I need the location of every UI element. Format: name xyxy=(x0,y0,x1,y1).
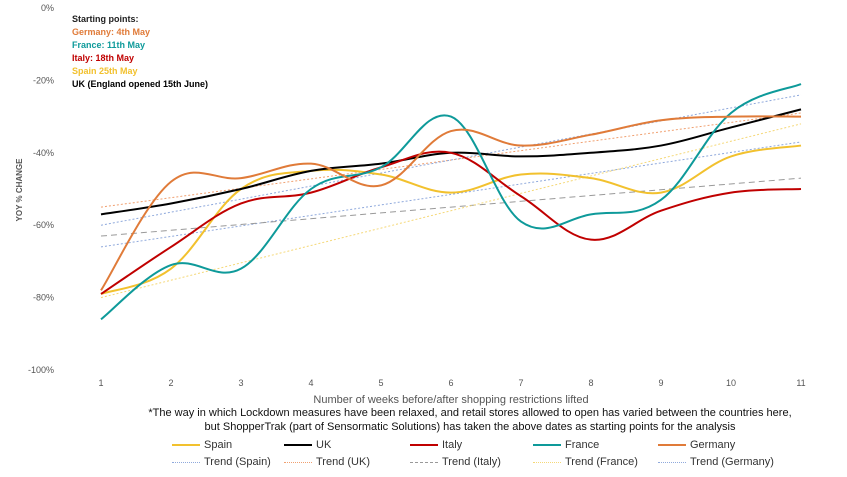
annotation-heading: Starting points: xyxy=(72,14,139,24)
series-line-france xyxy=(100,83,802,321)
x-axis-ticks: 1 2 3 4 5 6 7 8 9 10 11 xyxy=(98,378,805,388)
legend-swatch-italy xyxy=(410,444,438,446)
x-tick-label: 6 xyxy=(448,378,453,388)
annotation-line-spain: Spain 25th May xyxy=(72,66,138,76)
x-tick-label: 2 xyxy=(168,378,173,388)
legend-label-france: France xyxy=(565,439,600,451)
legend-label-trend-uk: Trend (UK) xyxy=(316,456,370,468)
legend-item-trend-uk: Trend (UK) xyxy=(284,456,370,468)
x-tick-label: 3 xyxy=(238,378,243,388)
y-tick-label: -100% xyxy=(28,365,54,375)
legend-swatch-trend-spain xyxy=(172,461,200,463)
legend-swatch-trend-germany xyxy=(658,461,686,463)
x-tick-label: 5 xyxy=(378,378,383,388)
footnote-line-2: but ShopperTrak (part of Sensormatic Sol… xyxy=(204,421,736,433)
starting-points-annotation: Starting points: Germany: 4th May France… xyxy=(72,13,208,91)
trend-line-trend-italy xyxy=(100,177,802,237)
legend-item-france: France xyxy=(533,439,599,451)
y-tick-label: -80% xyxy=(33,293,54,303)
legend-label-italy: Italy xyxy=(442,439,463,451)
annotation-line-italy: Italy: 18th May xyxy=(72,53,135,63)
legend-swatch-trend-france xyxy=(533,461,561,463)
legend-swatch-spain xyxy=(172,444,200,446)
legend-item-trend-spain: Trend (Spain) xyxy=(172,456,271,468)
series-line-uk xyxy=(100,108,802,216)
y-tick-label: -40% xyxy=(33,148,54,158)
legend-label-trend-germany: Trend (Germany) xyxy=(690,456,774,468)
y-tick-label: -60% xyxy=(33,220,54,230)
y-tick-label: -20% xyxy=(33,75,54,85)
legend-label-trend-france: Trend (France) xyxy=(565,456,638,468)
y-axis-ticks: 0% -20% -40% -60% -80% -100% xyxy=(28,3,54,375)
legend-label-trend-italy: Trend (Italy) xyxy=(442,456,501,468)
x-tick-label: 11 xyxy=(796,378,805,388)
legend-swatch-uk xyxy=(284,444,312,446)
trend-line-trend-germany xyxy=(100,94,802,226)
series-line-germany xyxy=(100,115,802,291)
trend-line-trend-france xyxy=(100,123,802,299)
legend-label-spain: Spain xyxy=(204,439,233,451)
legend-item-uk: UK xyxy=(284,439,331,451)
y-axis-title: YOY % CHANGE xyxy=(15,158,24,222)
annotation-line-france: France: 11th May xyxy=(72,40,146,50)
series-lines xyxy=(100,83,802,321)
legend-label-germany: Germany xyxy=(690,439,736,451)
x-tick-label: 7 xyxy=(518,378,523,388)
series-line-italy xyxy=(100,150,802,295)
legend-item-spain: Spain xyxy=(172,439,232,451)
x-tick-label: 4 xyxy=(308,378,313,388)
legend-swatch-france xyxy=(533,444,561,446)
legend-item-trend-italy: Trend (Italy) xyxy=(410,456,501,468)
legend-label-trend-spain: Trend (Spain) xyxy=(204,456,271,468)
legend-item-germany: Germany xyxy=(658,439,735,451)
legend-swatch-trend-italy xyxy=(410,461,438,463)
legend-swatch-germany xyxy=(658,444,686,446)
annotation-line-germany: Germany: 4th May xyxy=(72,27,151,37)
trend-line-trend-spain xyxy=(100,141,802,248)
x-tick-label: 8 xyxy=(588,378,593,388)
annotation-line-uk: UK (England opened 15th June) xyxy=(72,79,209,89)
legend-item-trend-france: Trend (France) xyxy=(533,456,638,468)
x-tick-label: 10 xyxy=(726,378,736,388)
legend-label-uk: UK xyxy=(316,439,332,451)
trend-lines xyxy=(100,94,802,299)
x-axis-title: Number of weeks before/after shopping re… xyxy=(313,394,588,406)
y-tick-label: 0% xyxy=(41,3,54,13)
x-tick-label: 1 xyxy=(98,378,103,388)
legend-item-italy: Italy xyxy=(410,439,462,451)
x-tick-label: 9 xyxy=(658,378,663,388)
footnote-line-1: *The way in which Lockdown measures have… xyxy=(148,407,792,419)
legend-item-trend-germany: Trend (Germany) xyxy=(658,456,774,468)
legend-swatch-trend-uk xyxy=(284,461,312,463)
